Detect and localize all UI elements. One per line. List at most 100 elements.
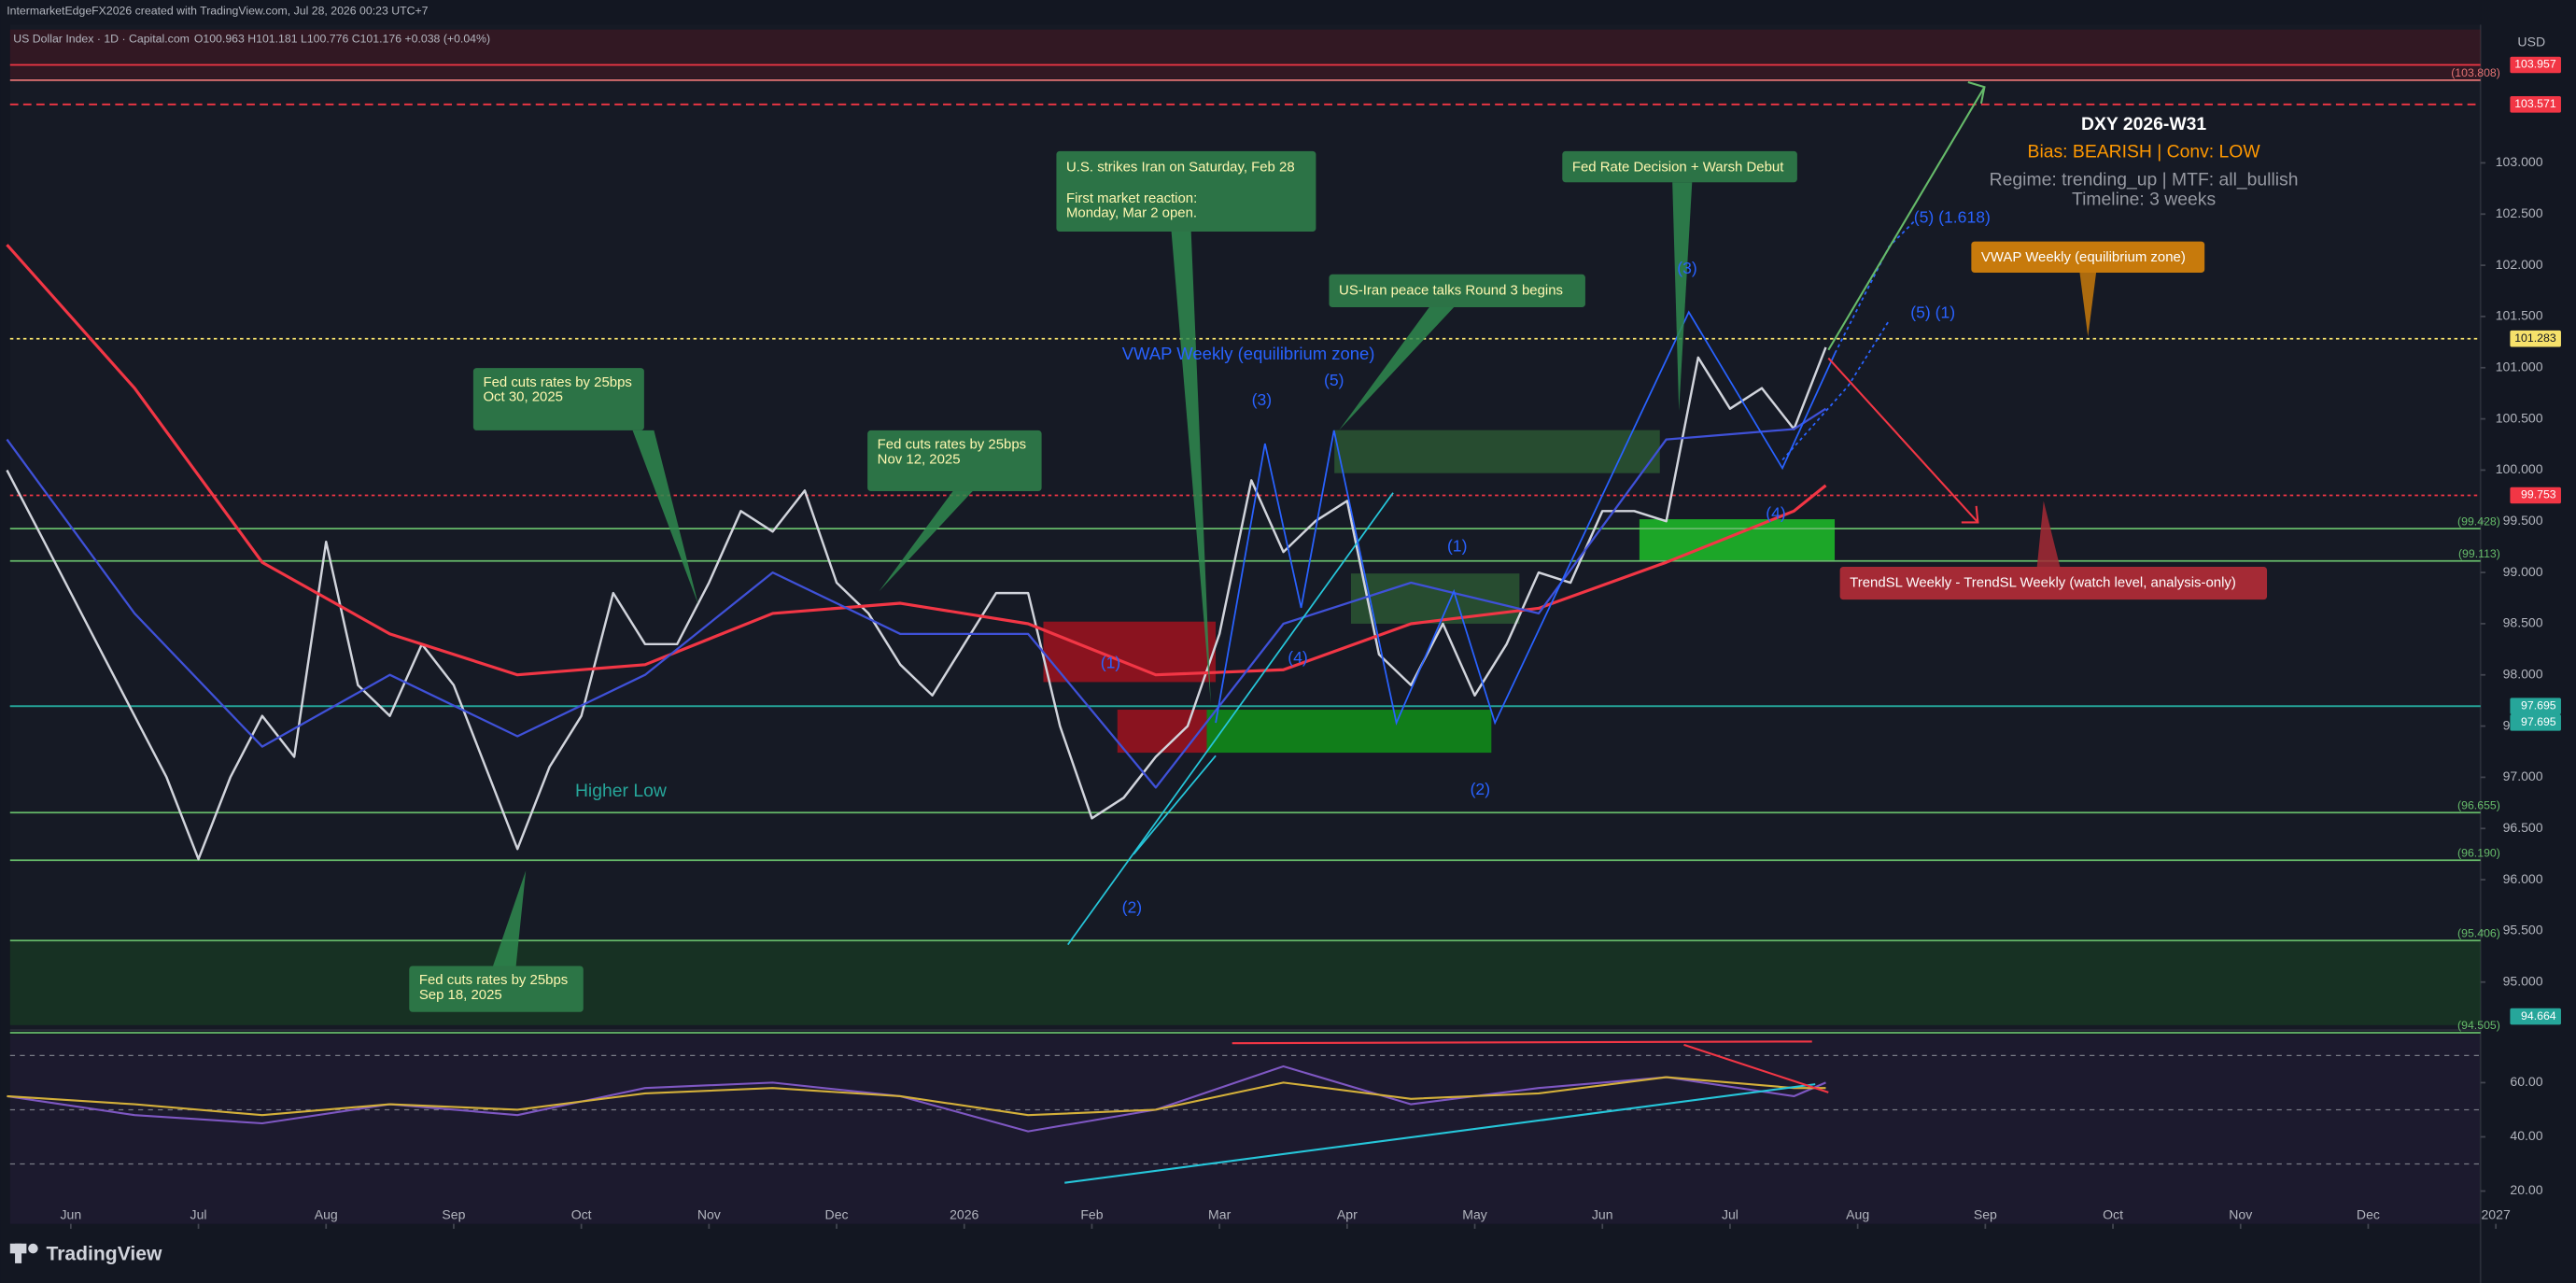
y-tick-label: 99.000 [2503,564,2543,579]
level-label: 101.283 [2514,331,2556,345]
annotation-text: First market reaction: [1066,190,1197,206]
wave-label: (4) [1766,503,1785,522]
level-badge [2510,96,2561,113]
level-badge [2510,713,2561,731]
x-tick-label: Sep [1974,1207,1997,1222]
wave-label: (5) (1.618) [1914,208,1991,227]
resistance-zone [9,29,2481,79]
y-tick-label: 96.500 [2503,820,2543,835]
annotation: Fed Rate Decision + Warsh Debut [1562,150,1797,183]
annotation: VWAP Weekly (equilibrium zone) [1971,241,2205,274]
ohlc-line: O100.963 H101.181 L100.776 C101.176 +0.0… [194,32,490,45]
y-tick-label: 99.500 [2503,513,2543,528]
x-tick-label: Nov [2229,1207,2252,1222]
info-timeline: Timeline: 3 weeks [2072,190,2216,210]
annotation: US-Iran peace talks Round 3 begins [1329,274,1585,307]
annotation-text: Monday, Mar 2 open. [1066,205,1197,221]
annotation: U.S. strikes Iran on Saturday, Feb 28 Fi… [1056,150,1316,233]
y-tick-label: 101.500 [2496,308,2543,323]
level-label: (94.505) [2457,1019,2500,1032]
level-label: (96.190) [2457,846,2500,859]
x-tick-label: Aug [315,1207,338,1222]
rsi-tick-label: 40.00 [2510,1128,2542,1143]
x-tick-label: Aug [1846,1207,1869,1222]
price-line [6,346,1827,861]
brand: TradingView [46,1244,162,1265]
order-block [1206,710,1492,754]
annotation-text: TrendSL Weekly - TrendSL Weekly (watch l… [1850,574,2236,590]
level-label: (103.808) [2451,66,2500,79]
annotation-text: U.S. strikes Iran on Saturday, Feb 28 [1066,159,1295,175]
price-line [6,244,1827,677]
level-label: (96.655) [2457,798,2500,811]
y-tick-label: 101.000 [2496,359,2543,374]
y-tick-label: 98.000 [2503,666,2543,681]
x-tick-label: Dec [2357,1207,2380,1222]
higher-low-label: Higher Low [575,781,668,801]
level-label: 103.957 [2514,58,2556,71]
wave-label: (5) (1) [1910,303,1955,322]
order-block [1117,710,1207,754]
info-bias: Bias: BEARISH | Conv: LOW [2028,142,2261,162]
x-tick-label: Jun [1592,1207,1613,1222]
x-tick-label: May [1462,1207,1487,1222]
rsi-tick-label: 20.00 [2510,1182,2542,1197]
rsi-line [7,1064,1826,1133]
rsi-panel [9,1035,2481,1224]
wave-label: (4) [1288,648,1307,667]
annotation-text: US-Iran peace talks Round 3 begins [1339,282,1563,298]
annotation-text: Nov 12, 2025 [878,452,961,468]
x-tick-label: Nov [697,1207,721,1222]
wave-label: (3) [1252,390,1272,409]
level-label: 103.571 [2514,97,2556,110]
x-tick-label: 2027 [2481,1207,2510,1222]
x-tick-label: Oct [2103,1207,2123,1222]
annotation: Fed cuts rates by 25bps Oct 30, 2025 [472,368,644,430]
wave-label: (2) [1471,780,1490,798]
brand-logo [9,1243,38,1263]
annotation: Fed cuts rates by 25bps Nov 12, 2025 [867,430,1042,492]
vwap-label: VWAP Weekly (equilibrium zone) [1122,344,1375,363]
level-label: 94.664 [2521,1009,2556,1022]
price-line [6,407,1827,789]
y-tick-label: 96.000 [2503,871,2543,886]
order-block [1639,519,1836,560]
y-tick-label: 103.000 [2496,154,2543,169]
x-tick-label: Dec [825,1207,849,1222]
wave-label: (5) [1324,371,1344,389]
level-badge [2510,698,2561,714]
rsi-tick-label: 60.00 [2510,1074,2542,1089]
x-tick-label: Jul [190,1207,207,1222]
x-tick-label: Mar [1208,1207,1232,1222]
annotation-text: Fed cuts rates by 25bps [878,437,1026,453]
level-badge [2510,56,2561,74]
info-regime: Regime: trending_up | MTF: all_bullish [1990,170,2299,190]
annotation: TrendSL Weekly - TrendSL Weekly (watch l… [1839,566,2268,600]
order-block [1043,621,1217,683]
wave-label: (2) [1122,898,1142,917]
x-tick-label: 2026 [950,1207,978,1222]
y-tick-label: 97.000 [2503,768,2543,783]
y-tick-label: 100.000 [2496,461,2543,476]
level-label: (99.113) [2458,547,2500,560]
chart-header: IntermarketEdgeFX2026 created with Tradi… [7,5,428,18]
info-title: DXY 2026-W31 [2081,114,2206,134]
level-label: 97.695 [2521,698,2556,712]
annotation-text: Sep 18, 2025 [419,987,502,1003]
y-tick-label: 102.500 [2496,205,2543,220]
y-tick-label: 95.000 [2503,973,2543,988]
level-label: (99.428) [2457,515,2500,528]
annotation-text: Fed Rate Decision + Warsh Debut [1572,159,1784,175]
rsi-line [7,1076,1826,1117]
x-tick-label: Jun [61,1207,82,1222]
volume-zone [9,941,2481,1025]
level-label: (95.406) [2457,926,2500,939]
x-tick-label: Jul [1722,1207,1738,1222]
order-block [1334,430,1660,473]
wave-label: (3) [1677,259,1696,277]
annotation: Fed cuts rates by 25bps Sep 18, 2025 [409,966,584,1012]
y-tick-label: 98.500 [2503,615,2543,630]
annotation-text: Oct 30, 2025 [483,389,563,405]
x-tick-label: Apr [1337,1207,1358,1222]
